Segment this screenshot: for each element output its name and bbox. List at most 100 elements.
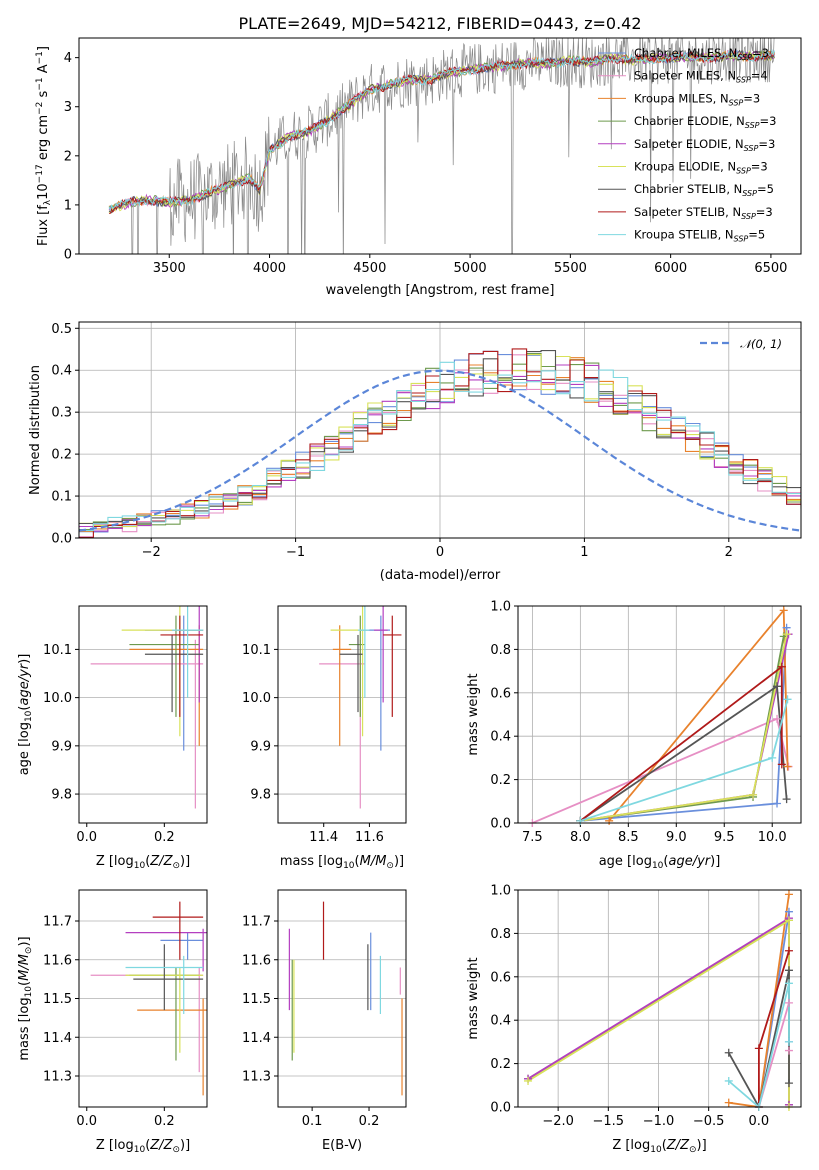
- errorbar-point: [339, 634, 363, 713]
- legend-label: Kroupa MILES, NSSP=3: [634, 91, 760, 107]
- x-tick-label: 0.1: [302, 1114, 323, 1129]
- weight-marker: [784, 966, 793, 975]
- y-tick-label: 0.8: [490, 927, 511, 942]
- x-tick-label: 11.6: [355, 830, 384, 845]
- weight-marker: [777, 760, 786, 769]
- errorbar-point: [133, 944, 204, 1011]
- x-tick-label: 0.2: [359, 1114, 380, 1129]
- y-tick-label: 11.4: [43, 1031, 72, 1046]
- axes-frame: [277, 605, 407, 824]
- residuals-panel: −2 −1 0 1 2 0.0 0.1 0.2 0.3 0.4 0.5 𝒩(0, 1) (data-mo…: [28, 321, 802, 583]
- model-spectrum-line: [108, 49, 775, 214]
- errorbar-point: [125, 955, 204, 1014]
- residual-histogram: [79, 361, 801, 532]
- y-tick-label: 11.6: [242, 953, 271, 968]
- weight-marker: [782, 630, 791, 639]
- x-tick-label: 6000: [654, 261, 687, 276]
- mass_vs_Z-grid: [79, 920, 207, 1077]
- weight-marker: [773, 799, 782, 808]
- weight-marker: [768, 753, 777, 762]
- y-tick-label: 11.7: [242, 915, 271, 930]
- y-tick-label: 0.5: [51, 322, 72, 337]
- residual-histogram: [79, 348, 801, 538]
- x-tick-label: 0.2: [154, 1114, 175, 1129]
- y-axis-label: age [log10​(age/yr)]: [17, 654, 34, 776]
- x-axis-label: E(B-V): [322, 1138, 362, 1153]
- y-tick-label: 11.3: [43, 1070, 72, 1085]
- x-tick-label: −2.0: [542, 1114, 574, 1129]
- mass_vs_ebv-plot-area: [288, 901, 403, 1096]
- legend-label: Kroupa ELODIE, NSSP=3: [634, 160, 768, 176]
- y-axis-label: Normed distribution: [28, 365, 43, 495]
- y-axis-label: mass weight: [466, 957, 481, 1039]
- mass_vs_ebv-grid: [278, 920, 406, 1077]
- model-spectrum-line: [108, 48, 775, 212]
- y-tick-label: 11.4: [242, 1031, 271, 1046]
- legend-label: 𝒩(0, 1): [740, 337, 782, 351]
- x-tick-label: 7.5: [522, 830, 543, 845]
- x-tick-label: −1: [286, 545, 305, 560]
- x-tick-label: 11.4: [309, 830, 338, 845]
- x-tick-label: 3500: [153, 261, 186, 276]
- errorbar-point: [383, 615, 402, 717]
- weight-marker: [724, 1076, 733, 1085]
- weight-marker: [784, 946, 793, 955]
- x-tick-label: −1.0: [643, 1114, 675, 1129]
- observed-spectrum: [109, 38, 775, 254]
- y-tick-label: 2: [64, 149, 72, 164]
- errorbar-point: [172, 606, 204, 698]
- x-tick-label: 4000: [253, 261, 286, 276]
- residual-histogram: [79, 364, 801, 532]
- errorbar-point: [137, 998, 207, 1096]
- x-tick-label: 0: [436, 545, 444, 560]
- y-tick-label: 0.2: [490, 773, 511, 788]
- y-axis-label: Flux [fλ​10−17​ erg cm−2​ s−1​ A−1​]: [35, 46, 53, 246]
- y-tick-label: 0.4: [490, 1014, 511, 1029]
- x-axis-label: mass [log10​(M/M⊙​)]: [280, 854, 404, 871]
- y-tick-label: 0.4: [51, 364, 72, 379]
- y-tick-label: 11.3: [242, 1070, 271, 1085]
- legend-label: Salpeter MILES, NSSP=4: [634, 69, 768, 85]
- weight-marker: [724, 1098, 733, 1107]
- normal-reference-curve: [79, 369, 801, 532]
- weight-marker: [784, 998, 793, 1007]
- y-axis-label: mass [log10​(M/M⊙​)]: [17, 936, 34, 1060]
- y-tick-label: 0: [64, 248, 72, 263]
- residual-histogram: [79, 350, 801, 533]
- y-tick-label: 0.6: [490, 686, 511, 701]
- weight-marker: [773, 682, 782, 691]
- y-tick-label: 3: [64, 100, 72, 115]
- weight-marker: [754, 1044, 763, 1053]
- weight-marker: [784, 979, 793, 988]
- y-tick-label: 1.0: [490, 600, 511, 615]
- weight-marker: [724, 1048, 733, 1057]
- spectrum-plot-area: [108, 38, 775, 254]
- errorbar-point: [125, 928, 207, 972]
- mass_vs_ebv-panel: 0.1 0.2 11.3 11.4 11.5 11.6 11.7 E(B-V): [242, 889, 407, 1153]
- mass_vs_Z-plot-area: [90, 901, 207, 1096]
- y-tick-label: 0.4: [490, 730, 511, 745]
- legend-label: Chabrier MILES, NSSP=3: [634, 46, 769, 62]
- axes-frame: [78, 605, 208, 824]
- x-tick-label: 6500: [754, 261, 787, 276]
- y-tick-label: 10.1: [242, 643, 271, 658]
- errorbar-point: [152, 901, 204, 960]
- x-tick-label: −1.5: [593, 1114, 625, 1129]
- y-tick-label: 10.1: [43, 643, 72, 658]
- y-tick-label: 0.8: [490, 643, 511, 658]
- y-axis-label: mass weight: [466, 673, 481, 755]
- model-spectrum-line: [109, 50, 775, 214]
- x-tick-label: 8.0: [570, 830, 591, 845]
- figure-title: PLATE=2649, MJD=54212, FIBERID=0443, z=0…: [238, 14, 641, 33]
- weight-marker: [779, 606, 788, 615]
- x-axis-label: (data-model)/error: [380, 568, 501, 583]
- weight-marker: [749, 790, 758, 799]
- weight-series-line: [728, 894, 790, 1107]
- y-tick-label: 9.8: [51, 788, 72, 803]
- weight-series-line: [728, 983, 790, 1107]
- weight-marker: [784, 916, 793, 925]
- errorbar-point: [358, 606, 370, 698]
- weight-marker: [783, 762, 792, 771]
- x-tick-label: 8.5: [618, 830, 639, 845]
